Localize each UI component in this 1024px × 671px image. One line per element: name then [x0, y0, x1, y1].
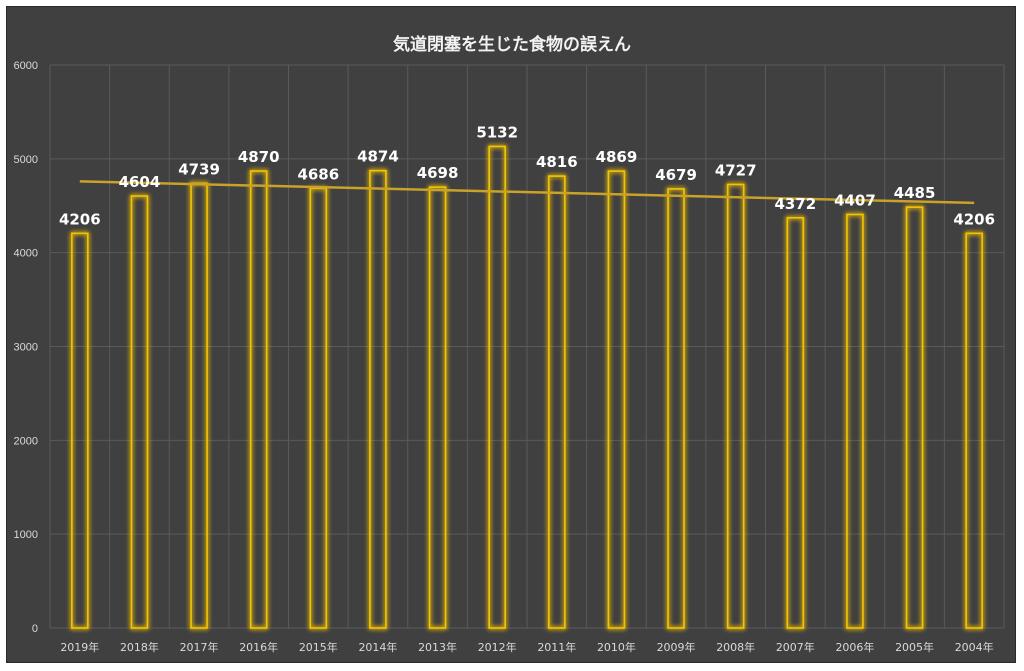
x-tick-label: 2005年: [895, 640, 934, 654]
y-tick-label: 1000: [14, 529, 38, 541]
bar: [369, 169, 387, 629]
x-tick-label: 2013年: [418, 640, 457, 654]
data-label: 4407: [834, 191, 876, 209]
x-tick-label: 2004年: [955, 640, 994, 654]
bar: [190, 182, 208, 629]
bar: [488, 145, 506, 629]
bar: [846, 213, 864, 629]
y-tick-label: 0: [32, 623, 38, 635]
y-tick-label: 2000: [14, 435, 38, 447]
x-tick-label: 2019年: [60, 640, 99, 654]
x-tick-label: 2016年: [239, 640, 278, 654]
bar: [428, 186, 447, 629]
x-tick-label: 2010年: [597, 640, 636, 654]
x-tick-label: 2006年: [835, 640, 874, 654]
data-labels: 4206 4604 4739 4870 4686 4874 4698 5132 4816 4869…: [59, 123, 995, 228]
x-tick-label: 2009年: [657, 640, 696, 654]
bar: [548, 175, 566, 629]
data-label: 5132: [476, 123, 518, 141]
data-label: 4485: [894, 184, 936, 202]
data-label: 4870: [238, 148, 280, 166]
x-tick-label: 2014年: [358, 640, 397, 654]
data-label: 4206: [953, 210, 995, 228]
y-tick-label: 4000: [14, 248, 38, 260]
x-tick-label: 2015年: [299, 640, 338, 654]
x-tick-label: 2012年: [478, 640, 517, 654]
x-axis: 2019年 2018年 2017年 2016年 2015年 2014年 2013年 2012年…: [60, 640, 993, 654]
data-label: 4698: [417, 164, 459, 182]
x-tick-label: 2011年: [537, 640, 576, 654]
data-label: 4679: [655, 166, 697, 184]
bar: [965, 232, 983, 629]
bar: [667, 188, 685, 629]
data-label: 4604: [119, 173, 161, 191]
x-tick-label: 2017年: [180, 640, 219, 654]
bar: [607, 170, 626, 629]
bar: [786, 216, 805, 629]
y-axis: 0 1000 2000 3000 4000 5000 6000: [14, 60, 38, 635]
data-label: 4869: [596, 148, 638, 166]
gridlines: [49, 64, 1005, 629]
chart-title: 気道閉塞を生じた食物の誤えん: [392, 34, 631, 55]
bar: [130, 195, 149, 629]
bar: [249, 170, 268, 629]
bar: [309, 187, 328, 629]
trendline: [79, 180, 975, 205]
bar: [71, 232, 89, 629]
bar: [905, 206, 924, 629]
bar: [726, 183, 745, 629]
x-tick-label: 2007年: [776, 640, 815, 654]
data-label: 4686: [297, 165, 339, 183]
data-label: 4874: [357, 148, 399, 166]
data-label: 4372: [774, 195, 816, 213]
bars: [71, 145, 983, 629]
y-tick-label: 6000: [14, 60, 38, 72]
trendline-group: [79, 180, 975, 205]
x-tick-label: 2018年: [120, 640, 159, 654]
data-label: 4727: [715, 161, 757, 179]
y-tick-label: 5000: [14, 154, 38, 166]
x-tick-label: 2008年: [716, 640, 755, 654]
data-label: 4739: [178, 160, 220, 178]
data-label: 4206: [59, 210, 101, 228]
y-tick-label: 3000: [14, 342, 38, 354]
data-label: 4816: [536, 153, 578, 171]
